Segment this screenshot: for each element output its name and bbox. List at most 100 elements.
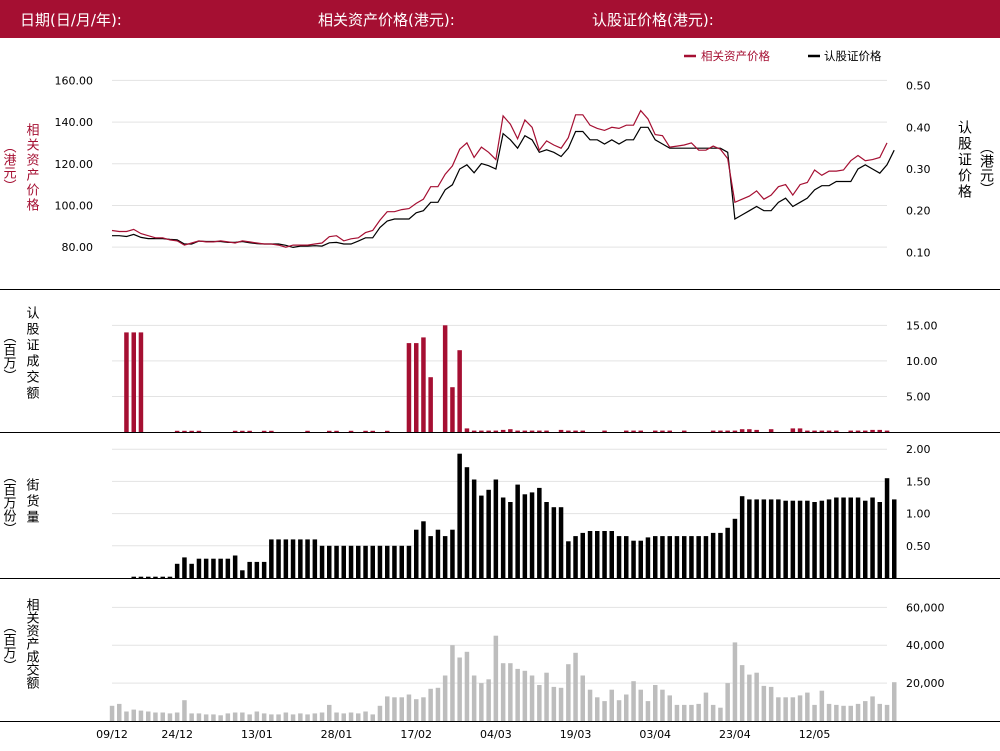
warrant-turnover-bar (182, 430, 187, 432)
warrant-turnover-bar (305, 430, 310, 432)
underlying-turnover-bar (428, 688, 433, 721)
outstanding-bar (261, 561, 267, 578)
outstanding-bar (305, 539, 310, 578)
underlying-turnover-bar (768, 686, 774, 721)
outstanding-bar (863, 500, 868, 578)
left-price-tick-label: 140.00 (55, 116, 94, 129)
outstanding-bar (312, 539, 318, 578)
warrant-turnover-bar (805, 430, 810, 432)
outstanding-bar (812, 502, 817, 578)
left-price-tick-label: 100.00 (55, 199, 94, 212)
warrant-turnover-bar (500, 429, 506, 432)
outstanding-bar (653, 536, 658, 578)
warrant-turnover-bar (566, 430, 571, 432)
outstanding-bar (269, 539, 274, 578)
warrant-turnover-bar (196, 430, 202, 432)
underlying-turnover-bar (211, 714, 216, 721)
underlying-turnover-bar (457, 657, 462, 721)
underlying-turnover-bar (819, 690, 825, 721)
underlying-turnover-bar (196, 713, 202, 721)
outstanding-bar (196, 558, 202, 578)
outstanding-bar (761, 499, 767, 578)
underlying-turnover-bar (500, 663, 506, 721)
underlying-turnover-bar (341, 713, 346, 721)
outstanding-bar (334, 545, 339, 578)
underlying-turnover-bar (587, 689, 593, 721)
outstanding-bar (587, 531, 593, 578)
right-price-tick-label: 0.20 (906, 205, 931, 218)
outstanding-bar (515, 484, 520, 578)
underlying-turnover-bar (848, 705, 853, 721)
warrant-turnover-bar (334, 430, 339, 432)
outstanding-tick-label: 0.50 (906, 540, 931, 553)
warrant-price-line (112, 126, 895, 249)
outstanding-bar (225, 558, 231, 578)
underlying-turnover-bar (797, 695, 803, 721)
underlying-turnover-bar (616, 700, 622, 721)
outstanding-bar (703, 536, 709, 578)
outstanding-tick-label: 2.00 (906, 443, 931, 456)
underlying-turnover-bar (421, 697, 426, 721)
underlying-turnover-bar (870, 696, 875, 721)
warrant-turnover-bar (247, 430, 252, 432)
underlying-turnover-bar (732, 642, 738, 721)
outstanding-bar (848, 497, 853, 578)
outstanding-bar (826, 499, 832, 578)
warrant-turnover-bar (710, 430, 716, 432)
warrant-turnover-bar (834, 430, 839, 432)
underlying-turnover-bar (602, 701, 607, 721)
outstanding-bar (319, 545, 325, 578)
x-axis-tick-label: 23/04 (719, 728, 751, 741)
x-axis-tick-label: 04/03 (480, 728, 512, 741)
warrant-turnover-bar (580, 430, 585, 432)
warrant-turnover-bar (529, 430, 535, 432)
warrant-turnover-bar (754, 429, 759, 432)
outstanding-bar (153, 576, 158, 578)
outstanding-bar (855, 497, 861, 578)
underlying-turnover-bar (884, 704, 890, 721)
underlying-turnover-bar (544, 672, 549, 721)
underlying-turnover-bar (486, 679, 491, 721)
warrant-turnover-bar (421, 337, 426, 432)
outstanding-bar (710, 532, 716, 578)
underlying-turnover-bar (609, 689, 614, 721)
warrant-turnover-bar (269, 430, 274, 432)
outstanding-bar (725, 527, 730, 578)
warrant-turnover-bar (877, 429, 882, 432)
outstanding-bar (776, 499, 781, 578)
warrant-turnover-bar (848, 430, 853, 432)
underlying-turnover-bar (660, 689, 665, 721)
warrant-turnover-bar (174, 430, 180, 432)
underlying-turnover-bar (855, 703, 861, 721)
outstanding-bar (892, 499, 897, 578)
underlying-turnover-bar (298, 713, 303, 721)
underlying-price-label: 相关资产价格(港元): (318, 11, 455, 29)
outstanding-bar (450, 529, 455, 578)
underlying-turnover-bar (493, 635, 499, 721)
outstanding-bar (341, 545, 346, 578)
outstanding-bar (602, 531, 607, 578)
underlying-turnover-bar (247, 714, 252, 721)
underlying-turnover-bar (471, 675, 477, 721)
warrant-turnover-bar (718, 430, 723, 432)
underlying-turnover-bar (783, 697, 788, 721)
warrant-turnover-bar (522, 430, 528, 432)
outstanding-bar (580, 532, 585, 578)
underlying-turnover-bar (834, 704, 839, 721)
underlying-turnover-bar (703, 692, 709, 721)
warrant-turnover-bar (884, 430, 890, 432)
outstanding-bar (682, 536, 687, 578)
outstanding-bar (428, 536, 433, 578)
warrant-turnover-bar (863, 430, 868, 432)
underlying-turnover-bar (290, 714, 296, 721)
underlying-turnover-bar (653, 685, 658, 721)
underlying-turnover-bar (631, 681, 636, 721)
warrant-turnover-bar (508, 429, 513, 432)
warrant-turnover-bar (682, 430, 687, 432)
outstanding-bar (739, 496, 745, 578)
warrant-turnover-bar (327, 430, 332, 432)
warrant-turnover-bar (240, 430, 245, 432)
underlying-turnover-bar (790, 697, 796, 721)
underlying-turnover-bar (138, 710, 144, 721)
